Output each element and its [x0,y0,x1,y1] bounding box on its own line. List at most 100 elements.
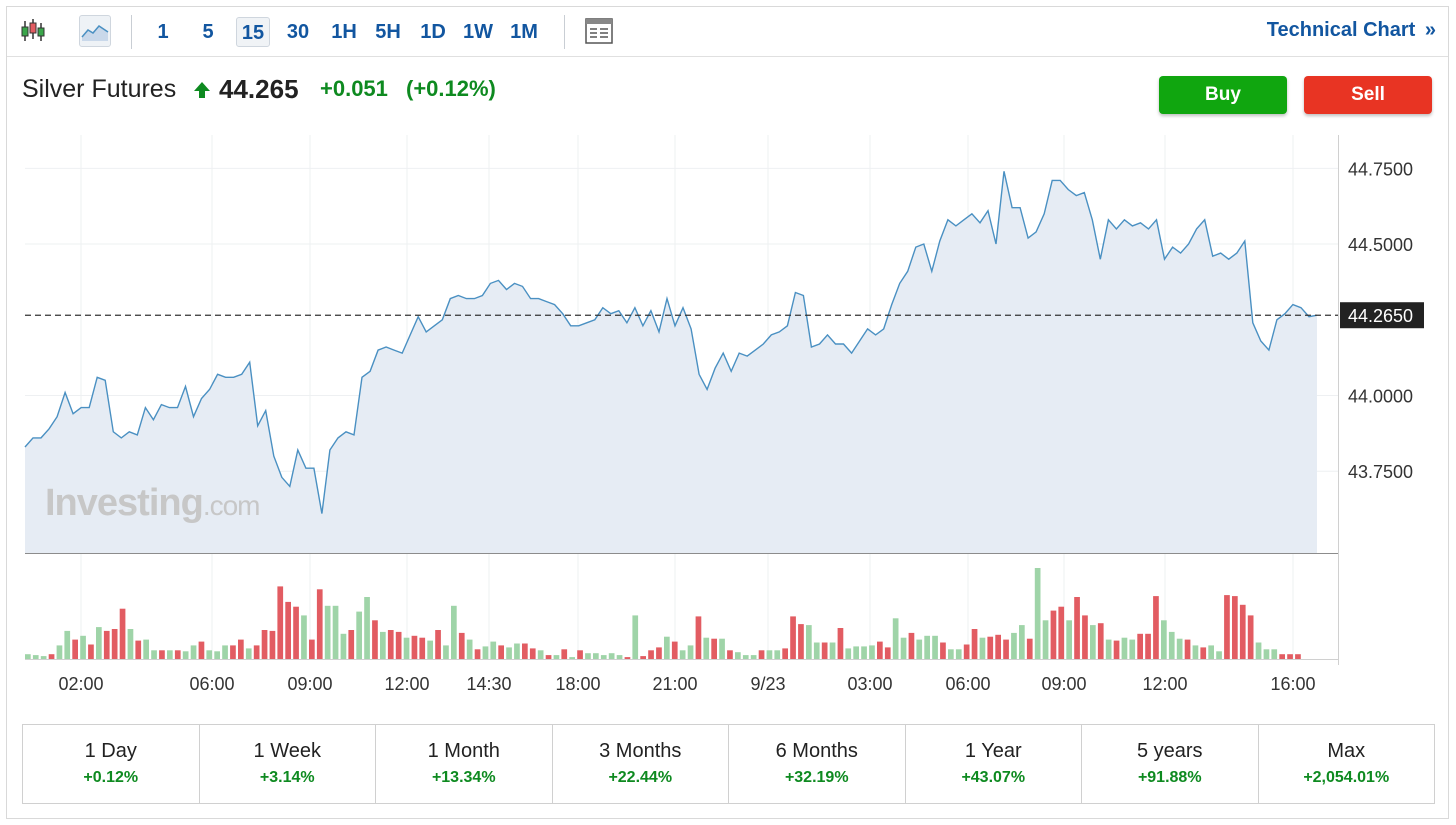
x-tick-label: 03:00 [847,674,892,694]
volume-bar [332,605,339,659]
timeframe-15[interactable]: 15 [236,17,270,47]
volume-bar [466,639,473,659]
volume-bar [1255,642,1262,659]
timeframe-1d[interactable]: 1D [420,21,446,43]
volume-bar [664,636,670,659]
timeframe-1h[interactable]: 1H [331,21,357,43]
volume-bar [80,635,86,659]
volume-bar [1034,568,1041,659]
timeframe-1[interactable]: 1 [157,21,169,43]
timeframe-30[interactable]: 30 [286,21,310,43]
performance-table: 1 Day +0.12% 1 Week +3.14% 1 Month +13.34% 3 M… [22,724,1435,804]
x-tick-label: 21:00 [652,674,697,694]
sell-button[interactable]: Sell [1304,76,1432,114]
performance-cell[interactable]: 5 years +91.88% [1082,725,1259,803]
performance-value: +43.07% [961,769,1026,786]
volume-bar [585,653,591,659]
volume-bar [837,628,844,659]
performance-value: +22.44% [608,769,673,786]
x-tick-label: 09:00 [287,674,332,694]
x-tick-label: 16:00 [1270,674,1315,694]
volume-bar [1026,638,1033,659]
performance-cell[interactable]: 3 Months +22.44% [553,725,729,803]
volume-bar [1216,651,1222,659]
buy-button[interactable]: Buy [1159,76,1287,114]
volume-bar [608,653,615,659]
performance-cell[interactable]: 1 Year +43.07% [906,725,1082,803]
volume-bar [1295,654,1301,659]
volume-bar [735,652,741,659]
volume-bar [861,646,867,659]
volume-bar [88,644,94,659]
price-chart[interactable]: Investing.com 44.7500 44.5000 44.0000 43.750… [7,7,1448,707]
x-tick-label: 12:00 [1142,674,1187,694]
volume-bar [916,639,923,659]
performance-value: +3.14% [259,769,315,786]
volume-bar [656,647,662,659]
volume-bar [395,631,402,659]
volume-bar [64,630,71,659]
volume-bar [561,649,568,659]
performance-period: 1 Month [427,740,500,762]
volume-bar [301,615,307,659]
candlestick-chart-icon[interactable] [17,15,49,47]
volume-bar [435,630,441,659]
timeframe-5h[interactable]: 5H [375,21,401,43]
volume-bar [995,634,1001,659]
volume-bar [948,649,954,659]
timeframe-1w[interactable]: 1W [463,21,493,43]
volume-bar [182,651,189,659]
volume-bar [324,605,331,659]
volume-bar [553,655,560,659]
volume-bar [1042,620,1049,659]
volume-bar [955,649,962,659]
volume-bar [545,655,552,659]
volume-bar [253,645,260,659]
volume-bar [987,636,994,659]
volume-bar [96,627,102,659]
volume-bar [632,615,639,659]
volume-bar [671,641,678,659]
volume-bar [742,655,749,659]
volume-bar [1011,632,1017,659]
news-layout-icon[interactable] [583,15,615,47]
performance-period: Max [1327,740,1366,762]
volume-bar [1161,620,1167,659]
performance-cell[interactable]: Max +2,054.01% [1259,725,1435,803]
volume-bar [750,655,757,659]
volume-bar [443,645,449,659]
timeframe-1m[interactable]: 1M [510,21,538,43]
technical-chart-link[interactable]: Technical Chart » [1267,19,1436,42]
volume-bar [971,629,978,659]
volume-bar [127,629,134,659]
volume-bar [72,639,78,659]
volume-bar [48,654,55,659]
volume-bar [1184,639,1191,659]
volume-bar [703,637,710,659]
volume-bar [979,637,986,659]
performance-cell[interactable]: 1 Week +3.14% [200,725,376,803]
up-arrow-icon [194,82,210,98]
volume-bar [1145,633,1151,659]
volume-bar [648,650,654,659]
volume-bar [348,630,355,659]
volume-bar [372,620,378,659]
performance-cell[interactable]: 6 Months +32.19% [729,725,906,803]
performance-value: +0.12% [83,769,139,786]
area-chart-icon[interactable] [79,15,111,47]
volume-bar [1105,639,1112,659]
volume-bar [806,625,812,659]
volume-bar [522,643,528,659]
performance-cell[interactable]: 1 Month +13.34% [376,725,553,803]
y-tick-label: 44.7500 [1348,159,1413,179]
volume-bar [474,649,481,659]
double-chevron-right-icon: » [1424,19,1436,41]
volume-bar [238,639,244,659]
price-change-percent: (+0.12%) [406,76,496,101]
volume-bar [1090,625,1096,659]
performance-cell[interactable]: 1 Day +0.12% [23,725,200,803]
price-change: +0.051 [320,76,388,101]
timeframe-5[interactable]: 5 [202,21,214,43]
x-tick-label: 12:00 [384,674,429,694]
volume-bar [285,601,291,659]
